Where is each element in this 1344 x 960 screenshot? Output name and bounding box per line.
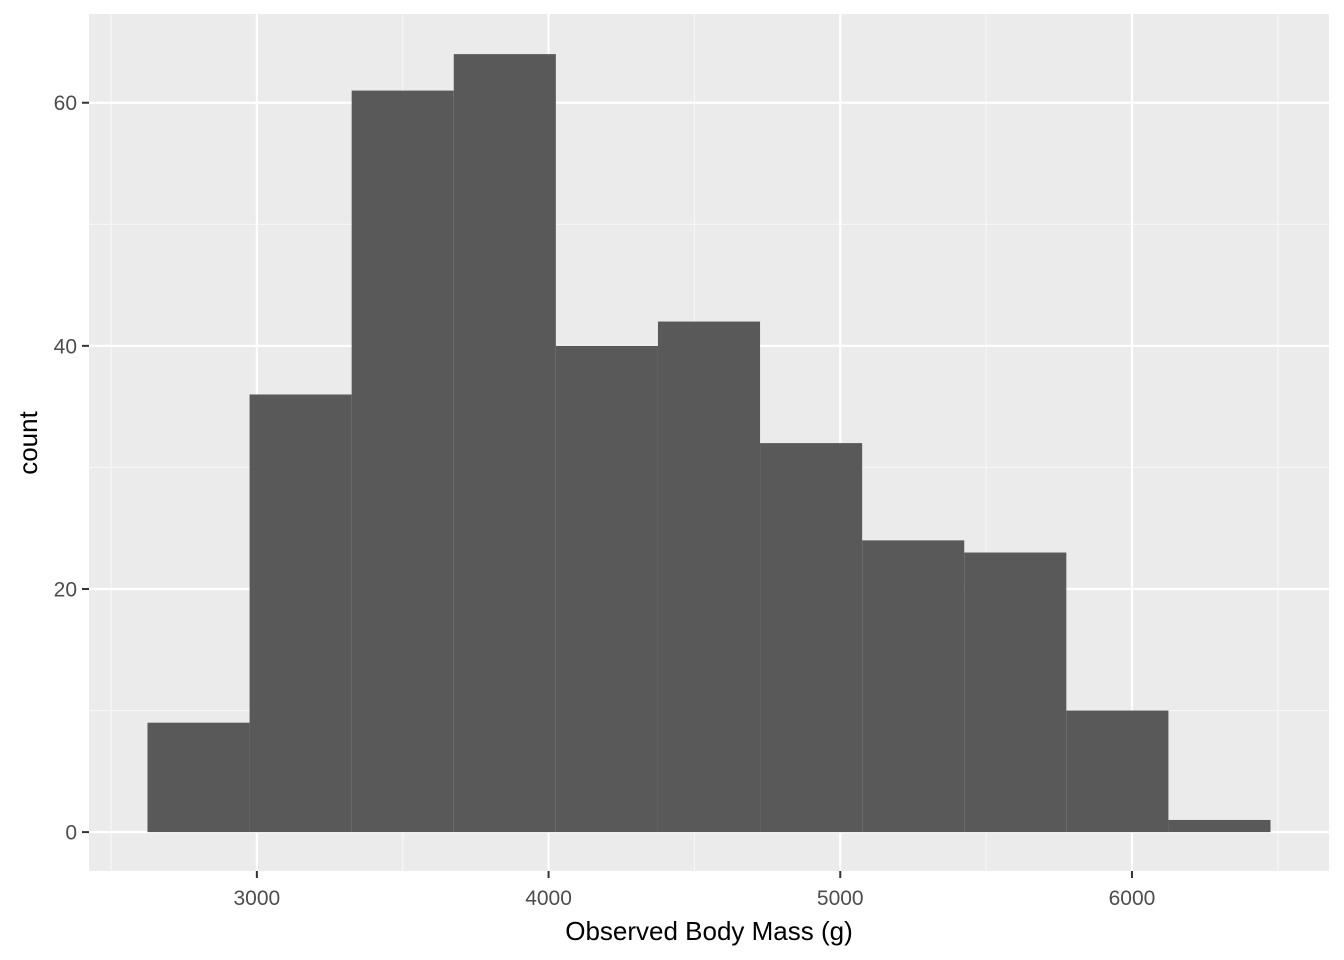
histogram-bar (147, 722, 250, 833)
histogram-bar (760, 443, 863, 833)
histogram-bar (249, 394, 352, 833)
histogram-bars (147, 54, 1271, 833)
histogram-bar (964, 552, 1067, 833)
y-tick-label: 20 (54, 578, 77, 601)
x-axis-title: Observed Body Mass (g) (565, 916, 853, 946)
histogram-bar (453, 54, 556, 833)
y-axis-ticks: 0 20 40 60 (54, 92, 89, 845)
x-tick-label: 4000 (525, 887, 572, 910)
histogram-bar (351, 90, 454, 833)
histogram-bar (1066, 710, 1169, 833)
histogram-bar (862, 540, 965, 833)
histogram-bar (1168, 819, 1271, 833)
y-tick-label: 0 (65, 822, 77, 845)
y-tick-label: 40 (54, 335, 77, 358)
x-tick-label: 6000 (1109, 887, 1156, 910)
x-axis-ticks: 3000 4000 5000 6000 (234, 871, 1156, 910)
x-tick-label: 3000 (234, 887, 281, 910)
y-tick-label: 60 (54, 92, 77, 115)
y-axis-title: count (13, 410, 43, 474)
histogram-bar (555, 345, 658, 833)
histogram-bar (657, 321, 761, 833)
x-tick-label: 5000 (817, 887, 864, 910)
